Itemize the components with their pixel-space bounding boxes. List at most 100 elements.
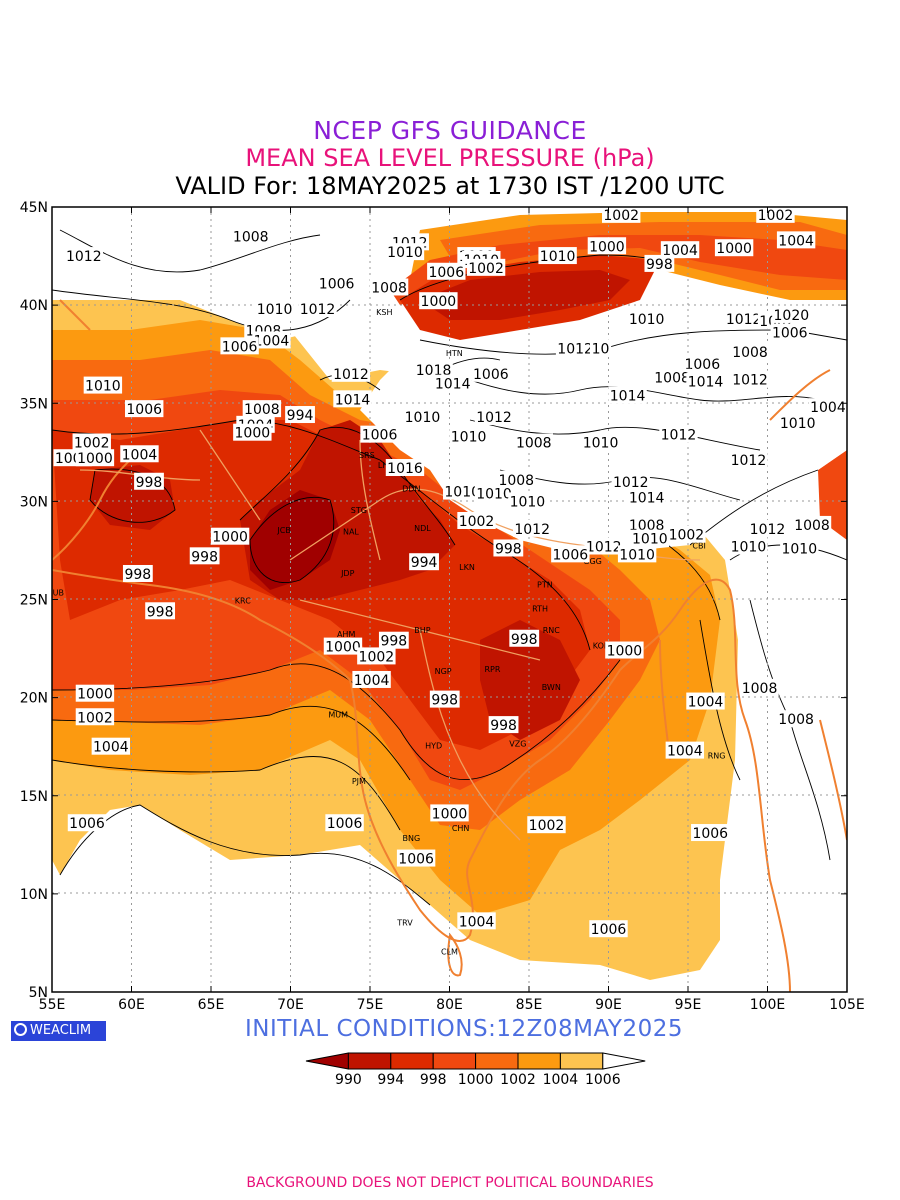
svg-text:998: 998 [495,541,522,557]
contour-label: 1012 [729,451,768,469]
contour-label: 1010 [508,492,547,510]
contour-label: 1004 [252,331,291,349]
contour-label: 1012 [748,519,787,538]
svg-text:1012: 1012 [557,341,593,357]
lat-tick-label: 10N [20,887,48,903]
svg-text:1002: 1002 [459,514,495,530]
contour-label: 998 [644,254,675,273]
contour-label: 1012 [64,247,103,265]
contour-label: 1002 [466,258,506,277]
contour-label: 10 [589,339,612,357]
svg-text:1012: 1012 [726,312,762,328]
weaclim-logo: WEACLIM [11,1021,106,1041]
lat-tick-label: 25N [20,593,48,609]
contour-label: 1006 [683,355,722,373]
svg-text:1006: 1006 [126,402,162,418]
contour-label: 1002 [72,433,111,452]
svg-text:1006: 1006 [473,367,509,383]
svg-text:1004: 1004 [354,673,390,689]
svg-text:1010: 1010 [476,487,512,503]
contour-label: 1012 [298,300,337,318]
contour-label: 1006 [551,545,590,563]
svg-text:1000: 1000 [432,806,468,822]
svg-text:1008: 1008 [794,518,830,534]
svg-text:1012: 1012 [661,428,697,444]
legend-swatch [559,1052,604,1070]
svg-text:1014: 1014 [610,388,646,404]
lat-tick-label: 15N [20,789,48,805]
svg-text:1008: 1008 [498,473,534,489]
svg-text:1012: 1012 [66,249,102,265]
svg-text:1014: 1014 [335,392,371,408]
svg-text:1006: 1006 [319,277,355,293]
contour-label: 1004 [352,670,391,689]
svg-text:1008: 1008 [654,371,690,387]
city-label: VZG [509,740,526,749]
svg-text:1000: 1000 [212,530,248,546]
city-label: PJM [352,777,366,786]
svg-text:1008: 1008 [244,402,280,418]
contour-label: 1006 [427,262,466,281]
contour-label: 1008 [792,515,832,534]
lat-tick-label: 5N [29,985,48,1001]
svg-text:1012: 1012 [514,522,550,538]
contour-label: 1006 [589,920,628,938]
svg-text:1012: 1012 [731,453,767,469]
city-label: BWN [542,683,561,692]
title-line-2: MEAN SEA LEVEL PRESSURE (hPa) [245,144,655,172]
legend-swatch [432,1052,477,1070]
contour-label: 994 [285,406,315,424]
svg-text:1010: 1010 [451,430,487,446]
lon-tick-label: 95E [675,997,702,1013]
svg-text:1020: 1020 [774,308,810,324]
svg-text:1006: 1006 [772,326,808,342]
city-label: JCB [276,526,290,535]
svg-text:1010: 1010 [583,436,619,452]
city-label: CLM [441,948,458,957]
contour-label: 1000 [210,527,250,546]
contour-label: 1006 [471,364,511,383]
svg-text:1012: 1012 [732,373,768,389]
svg-text:10: 10 [592,341,610,357]
contour-label: 1004 [808,398,847,416]
svg-text:1006: 1006 [684,357,720,373]
band-highland-east [720,540,847,992]
svg-text:1006: 1006 [398,852,434,868]
contour-label: 1010 [538,247,577,265]
svg-text:1012: 1012 [586,540,622,556]
svg-text:1004: 1004 [254,333,290,349]
coastlines [52,299,847,992]
city-label: RNC [543,626,561,635]
lon-tick-label: 70E [277,997,304,1013]
svg-text:1010: 1010 [731,540,767,556]
contour-label: 1002 [527,816,566,834]
contour-label: 1012 [724,309,763,328]
contour-label: 1000 [430,804,469,822]
city-label: RNG [708,751,726,760]
svg-text:998: 998 [124,567,151,583]
footer-note: BACKGROUND DOES NOT DEPICT POLITICAL BOU… [246,1175,654,1191]
contour-label: 1008 [776,710,816,728]
svg-text:998: 998 [191,549,218,565]
contour-label: 1012 [659,425,698,444]
lat-tick-label: 45N [20,200,48,216]
contour-label: 1004 [120,445,159,463]
city-label: PTN [537,581,553,590]
svg-text:1004: 1004 [667,744,703,760]
svg-text:998: 998 [490,718,517,734]
city-label: KSH [376,308,392,317]
city-label: NAL [343,528,359,537]
city-label: BNG [403,834,421,843]
contour-label: 1006 [770,323,809,342]
svg-text:1010: 1010 [405,410,441,426]
contour-label: 998 [145,602,176,620]
svg-text:1004: 1004 [122,447,158,463]
lat-tick-label: 35N [20,396,48,412]
contour-label: 1000 [587,237,627,255]
city-label: SRS [359,451,375,460]
graticule [52,207,847,992]
contour-label: 1000 [75,684,115,703]
map-fill-layer: KSHHTNSRSLHRDDNSTGJCBNALNDLJDPLKNPTNGGGC… [52,207,847,992]
